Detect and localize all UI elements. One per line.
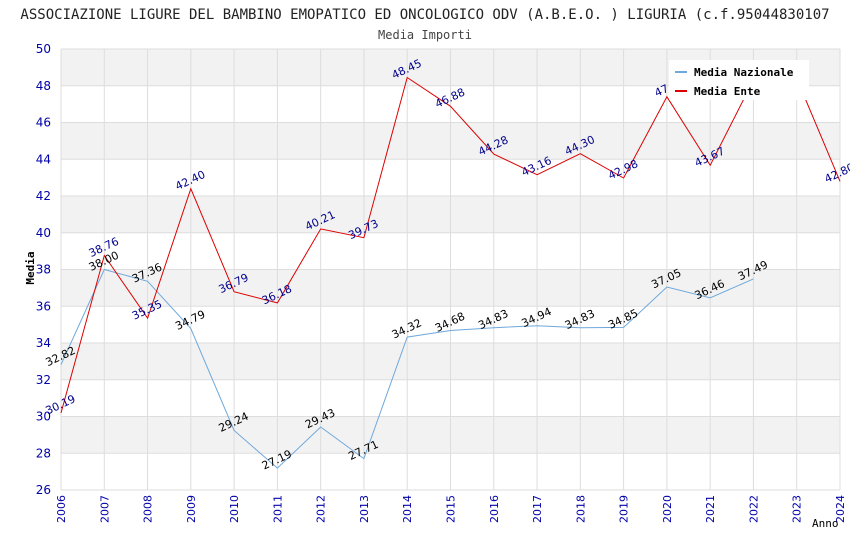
y-tick-label: 36 xyxy=(36,299,51,313)
y-tick-label: 42 xyxy=(36,189,51,203)
y-tick-label: 34 xyxy=(36,336,51,350)
x-tick-label: 2024 xyxy=(834,495,847,523)
x-tick-label: 2013 xyxy=(358,495,371,523)
x-tick-label: 2015 xyxy=(445,495,458,523)
x-tick-label: 2022 xyxy=(747,495,760,523)
x-tick-label: 2016 xyxy=(488,495,501,523)
x-tick-label: 2012 xyxy=(315,495,328,523)
y-axis-title: Media xyxy=(24,251,37,284)
y-tick-label: 48 xyxy=(36,79,51,93)
x-tick-label: 2023 xyxy=(791,495,804,523)
x-tick-label: 2009 xyxy=(185,495,198,523)
series-lines xyxy=(60,76,841,469)
series-line-media-ente xyxy=(60,76,841,414)
x-tick-label: 2021 xyxy=(704,495,717,523)
x-tick-label: 2017 xyxy=(531,495,544,523)
x-tick-label: 2018 xyxy=(574,495,587,523)
x-tick-label: 2019 xyxy=(618,495,631,523)
chart-subtitle: Media Importi xyxy=(378,28,472,42)
x-tick-label: 2008 xyxy=(142,495,155,523)
y-tick-label: 44 xyxy=(36,152,51,166)
x-tick-label: 2007 xyxy=(98,495,111,523)
y-tick-label: 28 xyxy=(36,446,51,460)
y-axis-ticks: 26 28 30 32 34 36 38 40 42 44 46 48 50 xyxy=(36,42,51,497)
legend-item: Media Ente xyxy=(694,85,761,98)
y-tick-label: 30 xyxy=(36,410,51,424)
legend-box xyxy=(669,60,809,100)
x-tick-label: 2010 xyxy=(228,495,241,523)
y-tick-label: 26 xyxy=(36,483,51,497)
x-tick-label: 2014 xyxy=(401,495,414,523)
chart-title: ASSOCIAZIONE LIGURE DEL BAMBINO EMOPATIC… xyxy=(20,7,829,23)
y-tick-label: 46 xyxy=(36,116,51,130)
x-axis-ticks: 2006 2007 2008 2009 2010 2011 2012 2013 2014 2015… xyxy=(55,495,847,523)
legend: Media Nazionale Media Ente xyxy=(669,60,809,100)
x-axis-title: Anno xyxy=(812,517,839,530)
y-tick-label: 50 xyxy=(36,42,51,56)
x-tick-label: 2006 xyxy=(55,495,68,523)
x-tick-label: 2011 xyxy=(271,495,284,523)
series-line-media-nazionale xyxy=(60,268,754,469)
y-tick-label: 32 xyxy=(36,373,51,387)
y-tick-label: 38 xyxy=(36,263,51,277)
y-tick-label: 40 xyxy=(36,226,51,240)
x-tick-label: 2020 xyxy=(661,495,674,523)
legend-item: Media Nazionale xyxy=(694,66,794,79)
